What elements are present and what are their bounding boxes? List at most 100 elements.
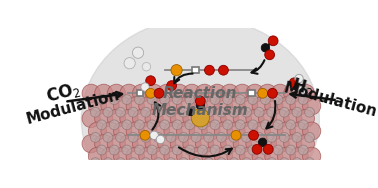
Circle shape bbox=[242, 107, 251, 117]
Circle shape bbox=[145, 135, 163, 153]
Circle shape bbox=[101, 97, 119, 115]
Circle shape bbox=[204, 107, 214, 117]
Circle shape bbox=[217, 107, 226, 117]
Circle shape bbox=[116, 158, 125, 168]
Circle shape bbox=[302, 97, 321, 115]
Circle shape bbox=[128, 133, 138, 142]
Circle shape bbox=[107, 84, 125, 102]
Circle shape bbox=[240, 97, 258, 115]
Circle shape bbox=[202, 147, 220, 165]
Circle shape bbox=[286, 120, 296, 130]
Circle shape bbox=[88, 97, 107, 115]
Circle shape bbox=[158, 135, 176, 153]
Circle shape bbox=[252, 144, 262, 154]
Circle shape bbox=[267, 107, 277, 117]
Text: CO$_2$: CO$_2$ bbox=[43, 79, 82, 108]
Circle shape bbox=[120, 84, 138, 102]
Circle shape bbox=[172, 145, 182, 155]
Circle shape bbox=[147, 120, 157, 130]
Circle shape bbox=[166, 107, 176, 117]
Circle shape bbox=[223, 95, 232, 105]
Circle shape bbox=[158, 109, 176, 128]
Circle shape bbox=[289, 78, 299, 88]
Circle shape bbox=[156, 135, 165, 144]
Circle shape bbox=[268, 88, 277, 98]
Circle shape bbox=[160, 95, 170, 105]
Circle shape bbox=[90, 133, 100, 142]
Circle shape bbox=[227, 122, 245, 140]
Circle shape bbox=[183, 84, 201, 102]
Circle shape bbox=[139, 97, 157, 115]
Circle shape bbox=[229, 133, 239, 142]
Bar bbox=[248, 90, 255, 96]
Circle shape bbox=[170, 135, 189, 153]
Circle shape bbox=[259, 109, 277, 128]
Circle shape bbox=[267, 133, 277, 142]
Circle shape bbox=[298, 120, 308, 130]
Circle shape bbox=[259, 84, 277, 102]
Circle shape bbox=[260, 95, 270, 105]
Circle shape bbox=[279, 133, 289, 142]
Circle shape bbox=[210, 95, 220, 105]
Circle shape bbox=[151, 147, 170, 165]
Circle shape bbox=[160, 120, 170, 130]
Circle shape bbox=[235, 120, 245, 130]
Circle shape bbox=[151, 97, 170, 115]
Circle shape bbox=[185, 145, 195, 155]
Circle shape bbox=[109, 95, 119, 105]
Circle shape bbox=[277, 122, 296, 140]
Circle shape bbox=[229, 158, 239, 168]
Circle shape bbox=[202, 122, 220, 140]
Circle shape bbox=[126, 97, 144, 115]
Circle shape bbox=[120, 109, 138, 128]
Circle shape bbox=[109, 120, 119, 130]
Circle shape bbox=[204, 65, 214, 75]
Circle shape bbox=[290, 97, 308, 115]
Circle shape bbox=[246, 84, 264, 102]
Circle shape bbox=[208, 109, 226, 128]
Circle shape bbox=[172, 120, 182, 130]
Circle shape bbox=[296, 84, 314, 102]
Circle shape bbox=[195, 109, 214, 128]
Circle shape bbox=[109, 145, 119, 155]
Circle shape bbox=[88, 122, 107, 140]
Bar bbox=[137, 90, 143, 96]
Circle shape bbox=[305, 158, 314, 168]
Circle shape bbox=[233, 84, 251, 102]
Circle shape bbox=[153, 158, 163, 168]
Circle shape bbox=[135, 95, 144, 105]
Circle shape bbox=[189, 97, 208, 115]
Circle shape bbox=[158, 84, 176, 102]
Bar bbox=[192, 67, 198, 73]
Circle shape bbox=[177, 97, 195, 115]
Circle shape bbox=[185, 95, 195, 105]
Circle shape bbox=[141, 107, 151, 117]
Circle shape bbox=[122, 95, 132, 105]
Circle shape bbox=[198, 95, 208, 105]
Circle shape bbox=[252, 122, 270, 140]
Circle shape bbox=[107, 109, 125, 128]
Circle shape bbox=[189, 122, 208, 140]
Circle shape bbox=[185, 120, 195, 130]
Circle shape bbox=[179, 158, 189, 168]
Circle shape bbox=[97, 95, 107, 105]
Ellipse shape bbox=[81, 18, 319, 188]
Circle shape bbox=[132, 84, 151, 102]
Circle shape bbox=[170, 84, 189, 102]
Circle shape bbox=[183, 135, 201, 153]
Text: Modulation: Modulation bbox=[25, 88, 122, 127]
Circle shape bbox=[286, 95, 296, 105]
Circle shape bbox=[290, 122, 308, 140]
Circle shape bbox=[82, 109, 100, 128]
Circle shape bbox=[302, 122, 321, 140]
Circle shape bbox=[204, 133, 214, 142]
Circle shape bbox=[305, 107, 314, 117]
Circle shape bbox=[235, 145, 245, 155]
Circle shape bbox=[90, 158, 100, 168]
Circle shape bbox=[258, 88, 268, 98]
Circle shape bbox=[208, 135, 226, 153]
Circle shape bbox=[210, 145, 220, 155]
Circle shape bbox=[187, 109, 194, 116]
Circle shape bbox=[259, 135, 277, 153]
Circle shape bbox=[147, 95, 157, 105]
